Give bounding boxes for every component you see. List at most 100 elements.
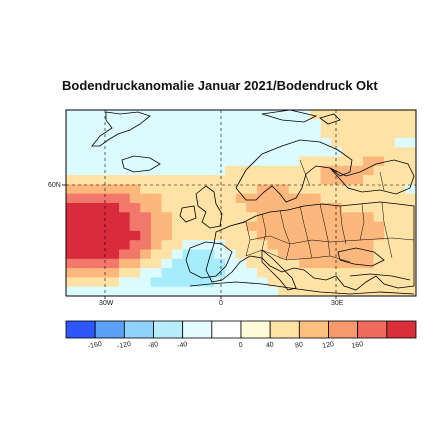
anomaly-cell [278,249,290,260]
anomaly-cell [267,175,279,185]
anomaly-cell [76,165,88,176]
anomaly-cell [235,286,247,297]
anomaly-cell [320,137,332,148]
anomaly-cell [394,137,406,148]
anomaly-cell [87,175,99,185]
anomaly-cell [214,268,226,278]
anomaly-cell [352,119,364,129]
anomaly-cell [320,147,332,157]
colorbar-level-label: 40 [265,341,274,349]
anomaly-cell [373,286,385,297]
anomaly-cell [246,156,258,167]
anomaly-cell [341,156,353,167]
anomaly-cell [225,203,237,213]
anomaly-cell [309,193,321,204]
anomaly-cell [66,128,78,139]
anomaly-cell [278,258,290,269]
colorbar-level-label: -80 [148,341,159,350]
anomaly-cell [331,221,343,232]
anomaly-cell [246,137,258,148]
anomaly-cell [140,175,152,185]
anomaly-cell [373,128,385,139]
anomaly-cell [203,277,215,288]
anomaly-cell [76,230,88,241]
anomaly-cell [309,268,321,278]
anomaly-cell [309,156,321,167]
anomaly-cell [193,184,205,195]
anomaly-cell [193,175,205,185]
anomaly-cell [172,147,184,157]
anomaly-cell [235,230,247,241]
anomaly-cell [362,286,374,297]
anomaly-cell [320,230,332,241]
anomaly-cell [405,175,417,185]
anomaly-cell [352,110,364,120]
anomaly-cell [362,175,374,185]
anomaly-cell [373,212,385,222]
anomaly-cell [394,184,406,195]
anomaly-cell [193,119,205,129]
anomaly-cell [373,156,385,167]
anomaly-cell [373,147,385,157]
anomaly-cell [129,193,141,204]
anomaly-cell [320,175,332,185]
anomaly-cell [267,147,279,157]
anomaly-cell [405,156,417,167]
anomaly-cell [256,156,268,167]
anomaly-cell [87,119,99,129]
colorbar-swatch [298,320,329,339]
anomaly-cell [394,110,406,120]
anomaly-cell [384,230,396,241]
lon-label-0: 0 [219,300,223,307]
colorbar-swatch [240,320,271,339]
anomaly-cell [150,165,162,176]
anomaly-cell [235,165,247,176]
anomaly-cell [246,212,258,222]
anomaly-cell [320,119,332,129]
anomaly-cell [140,249,152,260]
anomaly-cell [66,193,78,204]
anomaly-cell [182,286,194,297]
anomaly-cell [203,147,215,157]
anomaly-cell [108,286,120,297]
anomaly-cell [235,110,247,120]
anomaly-cell [203,212,215,222]
anomaly-cell [288,212,300,222]
colorbar-swatch [269,320,300,339]
anomaly-cell [172,193,184,204]
anomaly-cell [203,286,215,297]
anomaly-cell [362,230,374,241]
anomaly-cell [108,119,120,129]
anomaly-cell [172,258,184,269]
anomaly-cell [172,230,184,241]
anomaly-cell [267,277,279,288]
anomaly-cell [119,184,131,195]
anomaly-cell [66,221,78,232]
anomaly-cell [150,277,162,288]
anomaly-cell [76,249,88,260]
anomaly-cell [394,240,406,250]
anomaly-cell [140,230,152,241]
anomaly-cell [405,240,417,250]
anomaly-cell [352,240,364,250]
anomaly-cell [161,137,173,148]
anomaly-cell [97,203,109,213]
anomaly-cell [182,175,194,185]
anomaly-cell [288,175,300,185]
graticule [66,110,416,296]
anomaly-cell [129,277,141,288]
anomaly-cell [320,128,332,139]
anomaly-cell [288,240,300,250]
anomaly-cell [256,147,268,157]
anomaly-cell [214,156,226,167]
anomaly-cell [214,212,226,222]
anomaly-cell [288,137,300,148]
anomaly-cell [235,128,247,139]
anomaly-cell [235,249,247,260]
anomaly-cell [405,221,417,232]
anomaly-cell [320,212,332,222]
anomaly-cell [108,258,120,269]
anomaly-cell [225,119,237,129]
anomaly-cell [87,277,99,288]
anomaly-cell [87,203,99,213]
